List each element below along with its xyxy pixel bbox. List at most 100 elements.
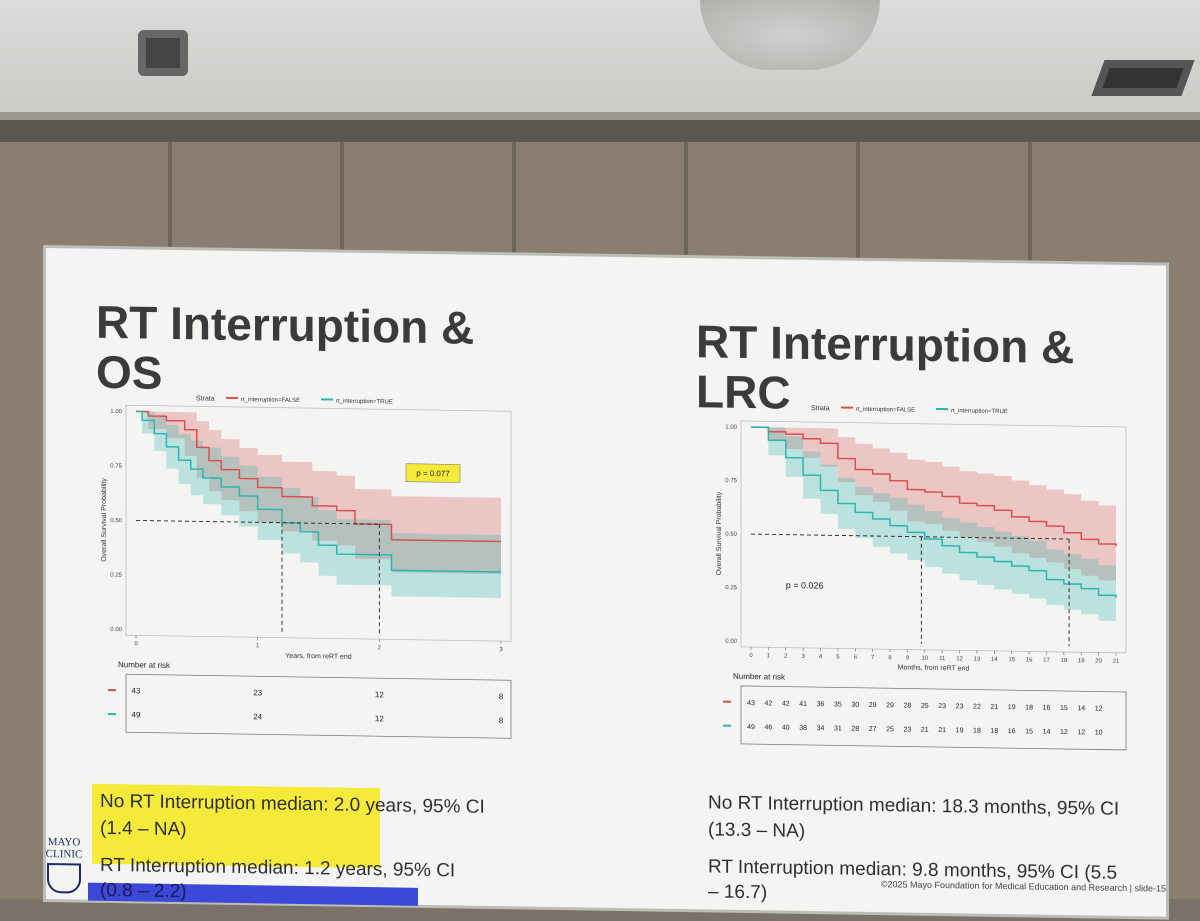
risk-count: 16 <box>1043 705 1051 712</box>
x-tick-label: 7 <box>871 655 875 661</box>
risk-count: 18 <box>990 728 998 735</box>
legend-title: Strata <box>811 405 830 412</box>
legend-entry: rt_interruption=FALSE <box>856 407 915 414</box>
risk-count: 23 <box>938 703 946 710</box>
risk-count: 8 <box>499 716 504 725</box>
legend-entry: rt_interruption=TRUE <box>336 399 393 406</box>
legend-title: Strata <box>196 395 215 402</box>
risk-count: 21 <box>938 727 946 734</box>
risk-table-title: Number at risk <box>733 672 786 682</box>
note-left-4: (0.8 – 2.2) <box>100 878 187 905</box>
y-axis-label: Overall Survival Probability <box>716 491 723 575</box>
p-value-label: p = 0.026 <box>786 580 824 591</box>
risk-count: 21 <box>921 727 929 734</box>
risk-count: 22 <box>973 704 981 711</box>
ceiling-trim <box>0 112 1200 120</box>
note-left-2: (1.4 – NA) <box>100 816 187 843</box>
mayo-clinic-logo: MAYO CLINIC <box>42 836 86 894</box>
risk-count: 40 <box>782 725 790 732</box>
risk-count: 16 <box>1008 728 1016 735</box>
risk-count: 42 <box>782 701 790 708</box>
note-right-2: (13.3 – NA) <box>708 817 805 845</box>
logo-text: MAYO CLINIC <box>46 836 83 861</box>
y-tick-label: 0.75 <box>725 478 737 484</box>
shield-icon <box>47 863 81 894</box>
risk-count: 18 <box>973 728 981 735</box>
legend-entry: rt_interruption=FALSE <box>241 397 300 404</box>
risk-count: 31 <box>834 725 842 732</box>
risk-count: 25 <box>886 726 894 733</box>
risk-count: 10 <box>1095 729 1103 736</box>
p-value-label: p = 0.077 <box>416 469 450 479</box>
x-tick-label: 9 <box>906 656 910 662</box>
y-tick-label: 0.00 <box>725 639 737 645</box>
x-tick-label: 1 <box>767 653 771 659</box>
risk-table-frame <box>741 686 1126 750</box>
x-tick-label: 20 <box>1095 658 1102 664</box>
x-axis-label: Months, from reRT end <box>898 664 970 672</box>
y-tick-label: 0.50 <box>725 532 737 538</box>
risk-count: 36 <box>817 701 825 708</box>
risk-count: 46 <box>764 724 772 731</box>
risk-count: 43 <box>132 686 141 695</box>
risk-count: 34 <box>817 725 825 732</box>
x-tick-label: 8 <box>888 655 892 661</box>
risk-count: 15 <box>1025 728 1033 735</box>
y-tick-label: 0.00 <box>110 627 122 633</box>
y-tick-label: 0.25 <box>110 573 122 579</box>
risk-count: 19 <box>1008 704 1016 711</box>
risk-count: 15 <box>1060 705 1068 712</box>
y-tick-label: 1.00 <box>725 425 737 431</box>
x-tick-label: 11 <box>939 656 946 662</box>
x-tick-label: 15 <box>1008 657 1015 663</box>
risk-count: 12 <box>1060 729 1068 736</box>
risk-count: 28 <box>851 726 859 733</box>
x-tick-label: 18 <box>1061 658 1068 664</box>
risk-count: 14 <box>1077 705 1085 712</box>
x-tick-label: 1 <box>256 643 260 649</box>
x-tick-label: 17 <box>1043 658 1050 664</box>
risk-count: 25 <box>921 703 929 710</box>
legend-entry: rt_interruption=TRUE <box>951 408 1008 415</box>
risk-count: 29 <box>869 702 877 709</box>
risk-count: 35 <box>834 701 842 708</box>
risk-count: 28 <box>904 702 912 709</box>
x-tick-label: 3 <box>499 647 503 653</box>
risk-count: 49 <box>747 724 755 731</box>
x-tick-label: 6 <box>854 655 858 661</box>
ceiling-light-left <box>138 30 188 76</box>
risk-count: 24 <box>253 712 262 721</box>
risk-count: 30 <box>851 702 859 709</box>
risk-table-title: Number at risk <box>118 660 171 670</box>
risk-count: 43 <box>747 700 755 707</box>
risk-count: 12 <box>1095 705 1103 712</box>
risk-count: 18 <box>1025 704 1033 711</box>
note-right-4: – 16.7) <box>708 879 767 906</box>
copyright: ©2025 Mayo Foundation for Medical Educat… <box>866 879 1166 894</box>
x-tick-label: 0 <box>134 641 138 647</box>
y-tick-label: 0.75 <box>110 464 122 470</box>
risk-count: 21 <box>990 704 998 711</box>
risk-count: 29 <box>886 702 894 709</box>
x-tick-label: 12 <box>956 656 963 662</box>
y-tick-label: 0.50 <box>110 518 122 524</box>
risk-count: 38 <box>799 725 807 732</box>
x-tick-label: 14 <box>991 657 998 663</box>
risk-count: 8 <box>499 692 504 701</box>
y-tick-label: 1.00 <box>110 409 122 415</box>
risk-count: 12 <box>375 714 384 723</box>
risk-count: 23 <box>956 703 964 710</box>
x-tick-label: 16 <box>1026 657 1033 663</box>
risk-table-frame <box>126 674 511 738</box>
risk-count: 12 <box>375 690 384 699</box>
x-tick-label: 3 <box>801 654 805 660</box>
x-tick-label: 2 <box>378 645 382 651</box>
x-tick-label: 2 <box>784 654 788 660</box>
x-tick-label: 5 <box>836 654 840 660</box>
risk-count: 42 <box>764 700 772 707</box>
risk-count: 12 <box>1077 729 1085 736</box>
x-tick-label: 19 <box>1078 658 1085 664</box>
x-tick-label: 0 <box>749 653 753 659</box>
risk-count: 19 <box>956 727 964 734</box>
km-plot-os: Strata rt_interruption=FALSE rt_interrupti… <box>101 389 541 776</box>
